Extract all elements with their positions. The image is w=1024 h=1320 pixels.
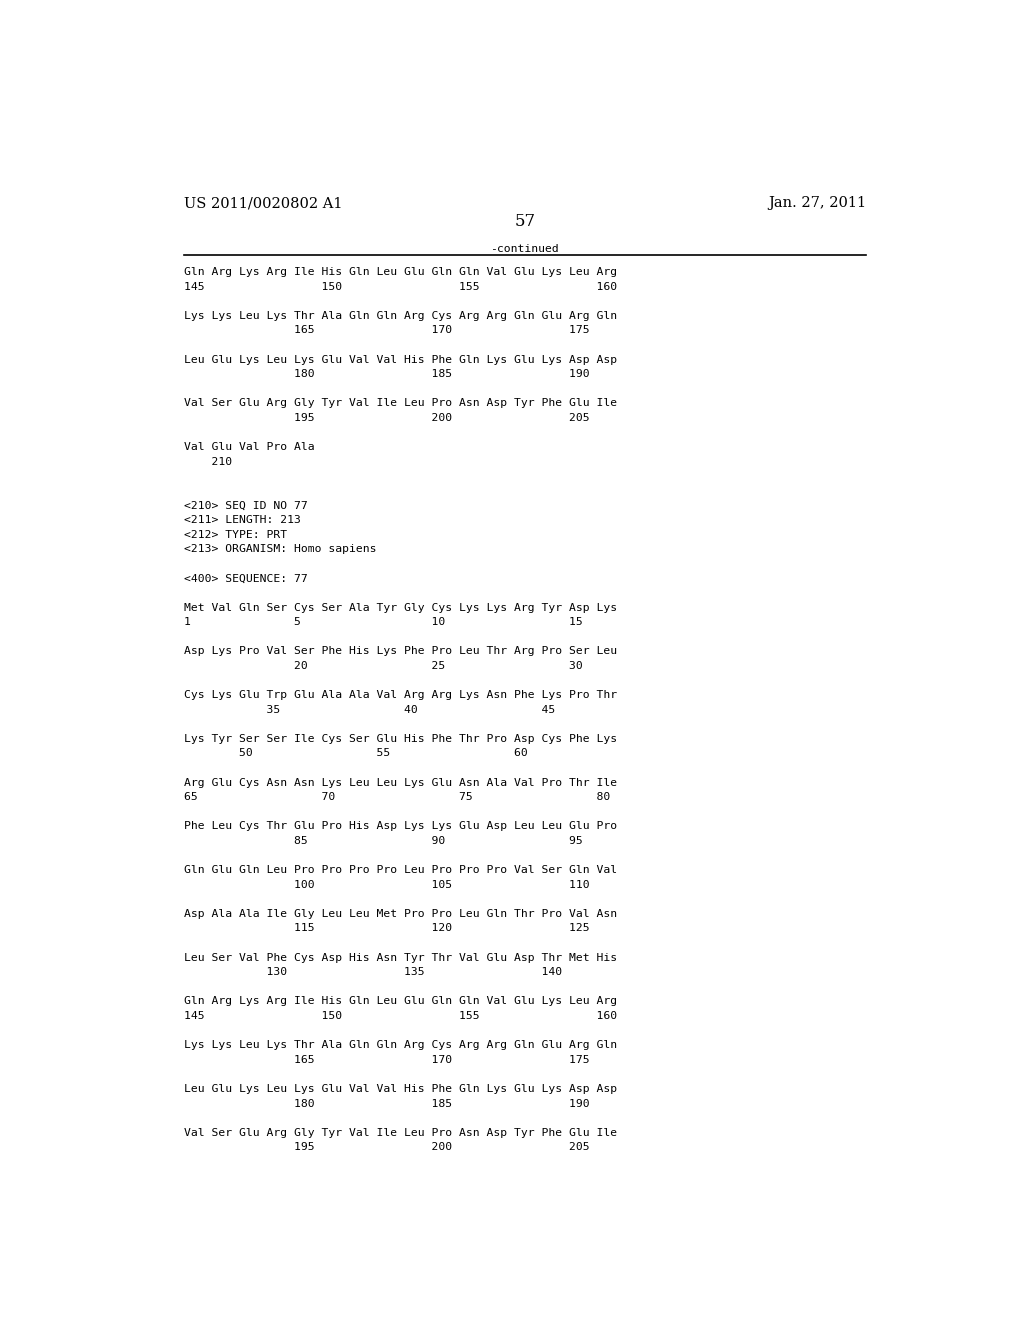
Text: 57: 57 — [514, 214, 536, 230]
Text: Met Val Gln Ser Cys Ser Ala Tyr Gly Cys Lys Lys Arg Tyr Asp Lys: Met Val Gln Ser Cys Ser Ala Tyr Gly Cys … — [183, 603, 616, 612]
Text: 20                  25                  30: 20 25 30 — [183, 661, 583, 671]
Text: Asp Ala Ala Ile Gly Leu Leu Met Pro Pro Leu Gln Thr Pro Val Asn: Asp Ala Ala Ile Gly Leu Leu Met Pro Pro … — [183, 909, 616, 919]
Text: 145                 150                 155                 160: 145 150 155 160 — [183, 281, 616, 292]
Text: <400> SEQUENCE: 77: <400> SEQUENCE: 77 — [183, 573, 307, 583]
Text: 100                 105                 110: 100 105 110 — [183, 879, 589, 890]
Text: 1               5                   10                  15: 1 5 10 15 — [183, 618, 583, 627]
Text: 165                 170                 175: 165 170 175 — [183, 1055, 589, 1065]
Text: Val Ser Glu Arg Gly Tyr Val Ile Leu Pro Asn Asp Tyr Phe Glu Ile: Val Ser Glu Arg Gly Tyr Val Ile Leu Pro … — [183, 1127, 616, 1138]
Text: <212> TYPE: PRT: <212> TYPE: PRT — [183, 529, 287, 540]
Text: Lys Lys Leu Lys Thr Ala Gln Gln Arg Cys Arg Arg Gln Glu Arg Gln: Lys Lys Leu Lys Thr Ala Gln Gln Arg Cys … — [183, 1040, 616, 1051]
Text: <210> SEQ ID NO 77: <210> SEQ ID NO 77 — [183, 500, 307, 511]
Text: 115                 120                 125: 115 120 125 — [183, 924, 589, 933]
Text: 145                 150                 155                 160: 145 150 155 160 — [183, 1011, 616, 1020]
Text: <213> ORGANISM: Homo sapiens: <213> ORGANISM: Homo sapiens — [183, 544, 376, 554]
Text: 130                 135                 140: 130 135 140 — [183, 968, 562, 977]
Text: Leu Ser Val Phe Cys Asp His Asn Tyr Thr Val Glu Asp Thr Met His: Leu Ser Val Phe Cys Asp His Asn Tyr Thr … — [183, 953, 616, 962]
Text: -continued: -continued — [490, 244, 559, 253]
Text: Gln Arg Lys Arg Ile His Gln Leu Glu Gln Gln Val Glu Lys Leu Arg: Gln Arg Lys Arg Ile His Gln Leu Glu Gln … — [183, 267, 616, 277]
Text: Leu Glu Lys Leu Lys Glu Val Val His Phe Gln Lys Glu Lys Asp Asp: Leu Glu Lys Leu Lys Glu Val Val His Phe … — [183, 1084, 616, 1094]
Text: Leu Glu Lys Leu Lys Glu Val Val His Phe Gln Lys Glu Lys Asp Asp: Leu Glu Lys Leu Lys Glu Val Val His Phe … — [183, 355, 616, 364]
Text: Val Ser Glu Arg Gly Tyr Val Ile Leu Pro Asn Asp Tyr Phe Glu Ile: Val Ser Glu Arg Gly Tyr Val Ile Leu Pro … — [183, 399, 616, 408]
Text: US 2011/0020802 A1: US 2011/0020802 A1 — [183, 195, 342, 210]
Text: Phe Leu Cys Thr Glu Pro His Asp Lys Lys Glu Asp Leu Leu Glu Pro: Phe Leu Cys Thr Glu Pro His Asp Lys Lys … — [183, 821, 616, 832]
Text: 165                 170                 175: 165 170 175 — [183, 326, 589, 335]
Text: 195                 200                 205: 195 200 205 — [183, 1142, 589, 1152]
Text: Val Glu Val Pro Ala: Val Glu Val Pro Ala — [183, 442, 314, 453]
Text: Lys Tyr Ser Ser Ile Cys Ser Glu His Phe Thr Pro Asp Cys Phe Lys: Lys Tyr Ser Ser Ile Cys Ser Glu His Phe … — [183, 734, 616, 744]
Text: 50                  55                  60: 50 55 60 — [183, 748, 527, 759]
Text: 35                  40                  45: 35 40 45 — [183, 705, 555, 714]
Text: Arg Glu Cys Asn Asn Lys Leu Leu Lys Glu Asn Ala Val Pro Thr Ile: Arg Glu Cys Asn Asn Lys Leu Leu Lys Glu … — [183, 777, 616, 788]
Text: Gln Arg Lys Arg Ile His Gln Leu Glu Gln Gln Val Glu Lys Leu Arg: Gln Arg Lys Arg Ile His Gln Leu Glu Gln … — [183, 997, 616, 1006]
Text: <211> LENGTH: 213: <211> LENGTH: 213 — [183, 515, 300, 525]
Text: 210: 210 — [183, 457, 231, 467]
Text: 65                  70                  75                  80: 65 70 75 80 — [183, 792, 610, 803]
Text: Lys Lys Leu Lys Thr Ala Gln Gln Arg Cys Arg Arg Gln Glu Arg Gln: Lys Lys Leu Lys Thr Ala Gln Gln Arg Cys … — [183, 312, 616, 321]
Text: Asp Lys Pro Val Ser Phe His Lys Phe Pro Leu Thr Arg Pro Ser Leu: Asp Lys Pro Val Ser Phe His Lys Phe Pro … — [183, 647, 616, 656]
Text: 85                  90                  95: 85 90 95 — [183, 836, 583, 846]
Text: Gln Glu Gln Leu Pro Pro Pro Pro Leu Pro Pro Pro Val Ser Gln Val: Gln Glu Gln Leu Pro Pro Pro Pro Leu Pro … — [183, 865, 616, 875]
Text: Jan. 27, 2011: Jan. 27, 2011 — [768, 195, 866, 210]
Text: Cys Lys Glu Trp Glu Ala Ala Val Arg Arg Lys Asn Phe Lys Pro Thr: Cys Lys Glu Trp Glu Ala Ala Val Arg Arg … — [183, 690, 616, 700]
Text: 180                 185                 190: 180 185 190 — [183, 1098, 589, 1109]
Text: 180                 185                 190: 180 185 190 — [183, 370, 589, 379]
Text: 195                 200                 205: 195 200 205 — [183, 413, 589, 422]
